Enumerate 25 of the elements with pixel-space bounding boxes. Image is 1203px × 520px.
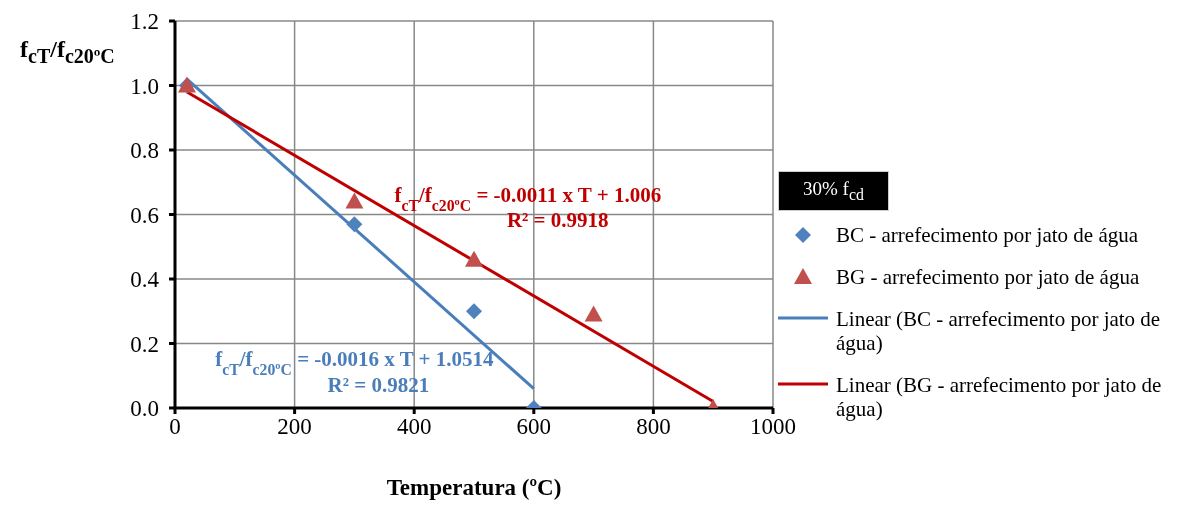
y-tick-label: 0.8 [130, 138, 159, 164]
y-tick-label: 1.2 [130, 9, 159, 35]
x-tick-label: 400 [396, 414, 432, 440]
x-axis-title: Temperatura (ºC) [385, 475, 563, 501]
point [346, 216, 363, 233]
y-tick-label: 0.4 [130, 267, 160, 293]
legend-label: BC - arrefecimento por jato de água [836, 223, 1139, 247]
x-tick-label: 200 [277, 414, 312, 440]
x-tick-label: 800 [636, 414, 671, 440]
legend-label: Linear (BC - arrefecimento por jato de água) [836, 307, 1162, 355]
legend-label: Linear (BG - arrefecimento por jato de água) [836, 373, 1163, 421]
annotation: f$_{cT}$/f$_{c20ºC}$ = -0.0016 x T + 1.0514 [215, 347, 495, 378]
point [584, 305, 603, 322]
y-tick-label: 0.6 [130, 202, 159, 228]
text: 30% f$_{cd}$ [778, 171, 889, 211]
point [345, 192, 364, 209]
x-tick-label: 1000 [750, 414, 796, 440]
point [465, 250, 483, 267]
legend-label: BG - arrefecimento por jato de água [836, 265, 1140, 289]
y-tick-label: 0.2 [130, 331, 159, 357]
x-tick-label: 0 [169, 414, 181, 440]
y-tick-label: 0.0 [130, 396, 159, 422]
y-tick-label: 1.0 [130, 73, 159, 99]
x-tick-label: 600 [516, 414, 552, 440]
y-axis-title: f$_{cT}$/f$_{c20ºC}$ [20, 36, 115, 68]
